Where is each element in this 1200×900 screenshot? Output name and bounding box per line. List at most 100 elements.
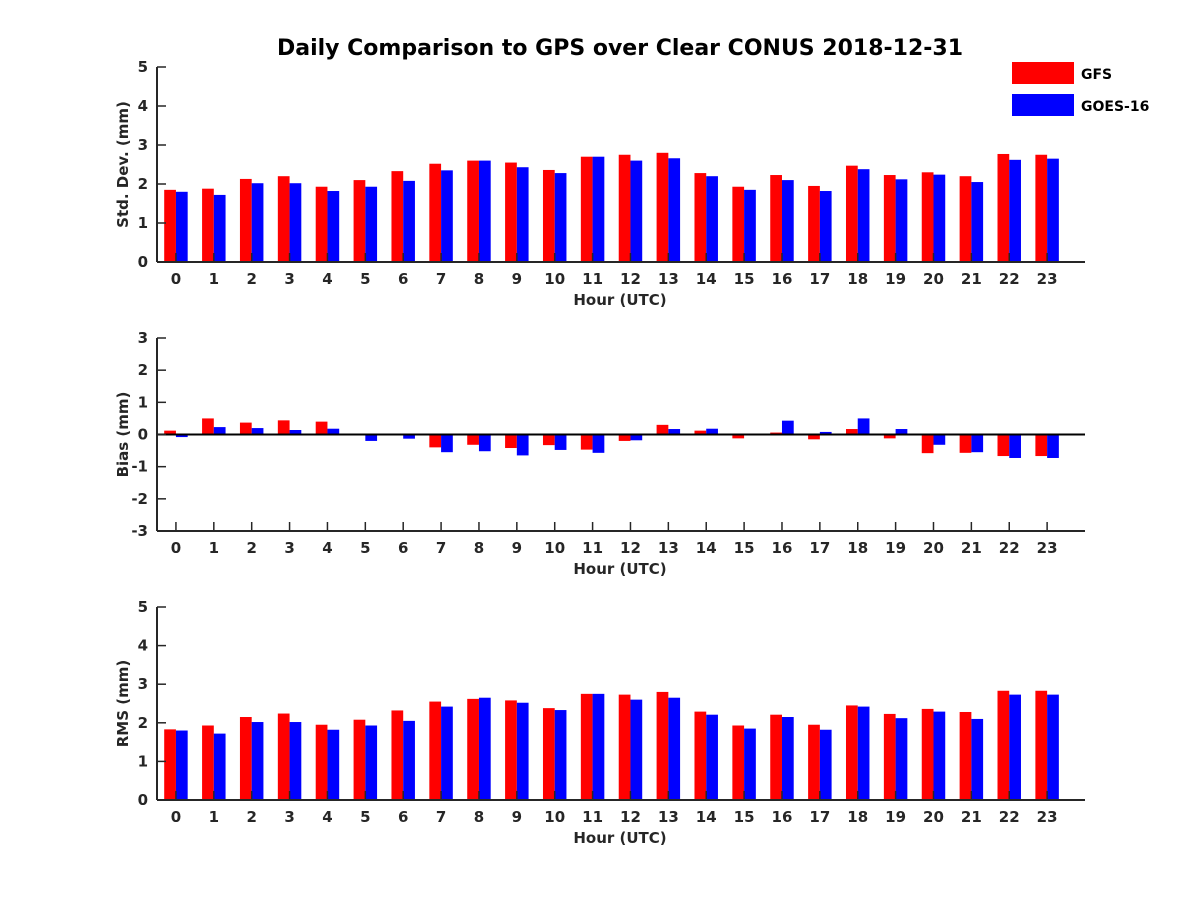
std-dev-x-tick-label: 19 bbox=[885, 270, 906, 288]
bias-bar-goes16-h20 bbox=[933, 434, 946, 445]
bias-y-tick-label: 3 bbox=[138, 329, 148, 347]
std-dev-bar-goes16-h9 bbox=[516, 167, 529, 262]
rms-bar-gfs-h21 bbox=[959, 711, 972, 800]
std-dev-bar-goes16-h17 bbox=[819, 191, 832, 262]
std-dev-x-tick-label: 5 bbox=[360, 270, 370, 288]
rms-x-tick-label: 3 bbox=[284, 808, 294, 826]
rms-bar-gfs-h1 bbox=[202, 725, 214, 800]
std-dev-bar-goes16-h21 bbox=[971, 182, 984, 262]
bias-bar-goes16-h10 bbox=[554, 434, 567, 450]
rms-bar-goes16-h22 bbox=[1009, 694, 1021, 800]
rms-x-tick-label: 7 bbox=[436, 808, 446, 826]
bias-bar-gfs-h20 bbox=[921, 434, 934, 454]
std-dev-bar-gfs-h22 bbox=[997, 153, 1010, 262]
bias-bar-gfs-h13 bbox=[656, 424, 669, 435]
rms-bar-gfs-h16 bbox=[770, 714, 782, 800]
rms-x-tick-label: 22 bbox=[999, 808, 1020, 826]
bias-bar-goes16-h21 bbox=[971, 434, 984, 453]
rms-bar-gfs-h23 bbox=[1035, 690, 1048, 800]
std-dev-x-tick-label: 17 bbox=[809, 270, 830, 288]
rms-bar-goes16-h21 bbox=[971, 718, 984, 800]
rms-bar-goes16-h3 bbox=[289, 722, 302, 800]
bias-y-tick-label: -1 bbox=[131, 458, 148, 476]
bias-bar-gfs-h10 bbox=[542, 434, 555, 446]
rms-bar-gfs-h18 bbox=[845, 705, 858, 800]
std-dev-x-tick-label: 16 bbox=[772, 270, 793, 288]
std-dev-bar-goes16-h19 bbox=[895, 179, 908, 262]
rms-bar-gfs-h3 bbox=[277, 713, 290, 800]
std-dev-bar-gfs-h1 bbox=[202, 188, 214, 262]
std-dev-bar-goes16-h23 bbox=[1047, 158, 1059, 262]
rms-y-axis-label: RMS (mm) bbox=[114, 660, 132, 747]
legend-swatch-goes16 bbox=[1012, 94, 1074, 116]
bias-bar-goes16-h2 bbox=[251, 428, 264, 435]
rms-bar-gfs-h8 bbox=[467, 698, 479, 800]
std-dev-bar-gfs-h6 bbox=[391, 171, 404, 262]
rms-bar-gfs-h9 bbox=[505, 700, 517, 800]
bias-y-tick-label: -2 bbox=[131, 490, 148, 508]
std-dev-bar-goes16-h3 bbox=[289, 183, 302, 262]
rms-x-tick-label: 17 bbox=[809, 808, 830, 826]
rms-x-tick-label: 8 bbox=[474, 808, 484, 826]
rms-x-tick-label: 15 bbox=[734, 808, 755, 826]
rms-bar-gfs-h22 bbox=[997, 690, 1010, 800]
std-dev-y-tick-label: 4 bbox=[138, 97, 148, 115]
std-dev-x-tick-label: 23 bbox=[1037, 270, 1058, 288]
bias-bar-gfs-h15 bbox=[732, 434, 745, 439]
bias-x-tick-label: 3 bbox=[284, 539, 294, 557]
bias-x-tick-label: 13 bbox=[658, 539, 679, 557]
rms-bar-goes16-h19 bbox=[895, 718, 908, 800]
bias-bar-goes16-h23 bbox=[1047, 434, 1059, 458]
std-dev-y-tick-label: 1 bbox=[138, 214, 148, 232]
bias-bar-gfs-h19 bbox=[883, 434, 896, 439]
std-dev-bar-gfs-h20 bbox=[921, 172, 934, 262]
bias-bar-gfs-h21 bbox=[959, 434, 972, 453]
bias-x-tick-label: 2 bbox=[246, 539, 256, 557]
std-dev-x-tick-label: 20 bbox=[923, 270, 944, 288]
bias-x-tick-label: 21 bbox=[961, 539, 982, 557]
bias-bar-goes16-h14 bbox=[706, 428, 718, 435]
bias-x-tick-label: 23 bbox=[1037, 539, 1058, 557]
rms-bar-gfs-h2 bbox=[239, 717, 252, 800]
rms-bar-gfs-h6 bbox=[391, 710, 404, 800]
bias-bar-gfs-h7 bbox=[429, 434, 442, 448]
bias-x-tick-label: 4 bbox=[322, 539, 332, 557]
std-dev-x-tick-label: 7 bbox=[436, 270, 446, 288]
rms-bar-gfs-h10 bbox=[542, 708, 555, 800]
bias-bar-goes16-h16 bbox=[781, 420, 794, 435]
bias-x-tick-label: 9 bbox=[512, 539, 522, 557]
rms-x-tick-label: 5 bbox=[360, 808, 370, 826]
rms-bar-goes16-h8 bbox=[478, 697, 491, 800]
bias-bar-gfs-h23 bbox=[1035, 434, 1048, 457]
bias-bar-goes16-h7 bbox=[441, 434, 453, 453]
rms-bar-goes16-h12 bbox=[630, 699, 643, 800]
std-dev-bar-goes16-h22 bbox=[1009, 159, 1021, 262]
std-dev-bar-gfs-h13 bbox=[656, 152, 669, 262]
bias-bar-goes16-h11 bbox=[592, 434, 605, 453]
rms-x-tick-label: 1 bbox=[209, 808, 219, 826]
bias-bar-gfs-h1 bbox=[202, 418, 214, 435]
bias-bar-goes16-h13 bbox=[668, 429, 681, 435]
std-dev-bar-gfs-h10 bbox=[542, 169, 555, 262]
std-dev-x-tick-label: 8 bbox=[474, 270, 484, 288]
bias-bar-goes16-h6 bbox=[403, 434, 415, 439]
std-dev-x-tick-label: 21 bbox=[961, 270, 982, 288]
bias-bar-gfs-h14 bbox=[694, 430, 707, 435]
rms-x-tick-label: 13 bbox=[658, 808, 679, 826]
std-dev-bar-goes16-h16 bbox=[781, 180, 794, 262]
std-dev-bar-gfs-h17 bbox=[808, 185, 820, 262]
std-dev-bar-gfs-h12 bbox=[618, 154, 631, 262]
rms-x-tick-label: 11 bbox=[582, 808, 603, 826]
rms-bar-gfs-h12 bbox=[618, 694, 631, 800]
bias-x-tick-label: 1 bbox=[209, 539, 219, 557]
bias-bar-goes16-h9 bbox=[516, 434, 529, 456]
rms-x-tick-label: 10 bbox=[544, 808, 565, 826]
rms-bar-goes16-h11 bbox=[592, 693, 605, 800]
std-dev-bar-goes16-h15 bbox=[744, 189, 756, 262]
std-dev-x-tick-label: 1 bbox=[209, 270, 219, 288]
bias-bar-goes16-h1 bbox=[213, 427, 226, 435]
rms-bar-gfs-h0 bbox=[164, 729, 176, 800]
rms-bar-gfs-h11 bbox=[580, 693, 593, 800]
std-dev-bar-goes16-h10 bbox=[554, 173, 567, 262]
